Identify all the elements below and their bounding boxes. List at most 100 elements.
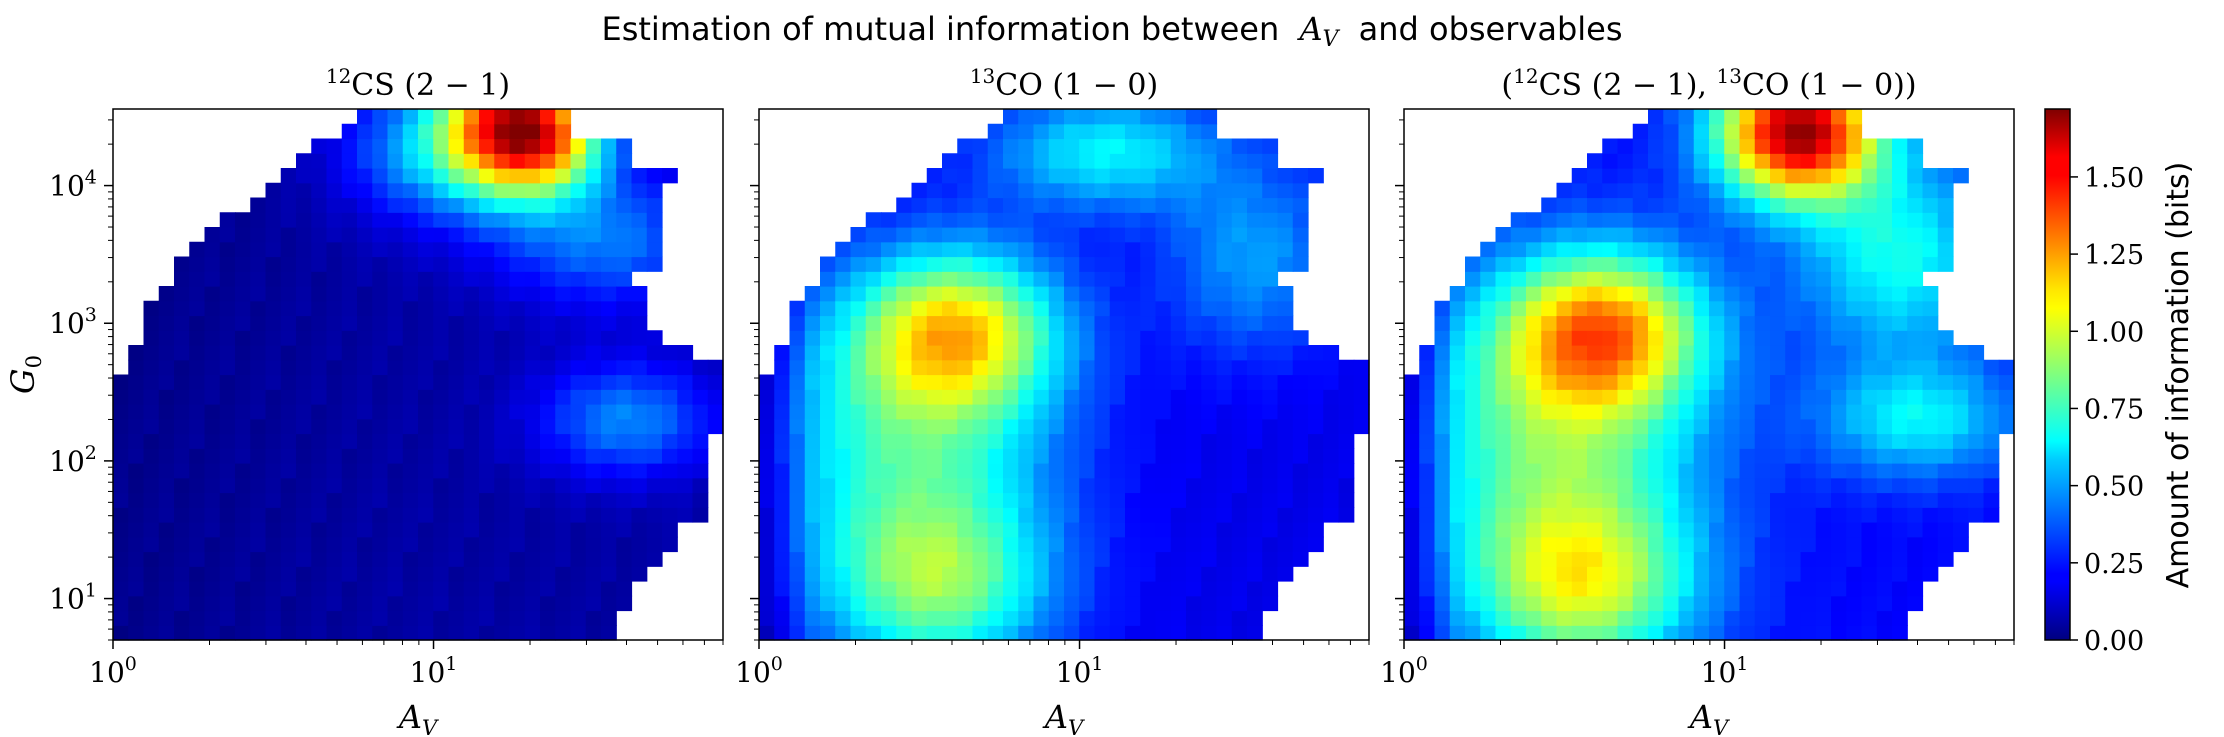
heatmap-cell <box>1678 315 1695 331</box>
heatmap-cell <box>387 197 404 213</box>
heatmap-cell <box>524 227 541 243</box>
heatmap-cell <box>1678 271 1695 287</box>
heatmap-cell <box>357 271 373 287</box>
heatmap-cell <box>1648 374 1664 390</box>
heatmap-cell <box>1419 345 1436 361</box>
heatmap-cell <box>585 418 602 435</box>
heatmap-cell <box>1277 463 1294 479</box>
heatmap-cell <box>479 463 495 479</box>
heatmap-cell <box>1815 374 1832 390</box>
heatmap-cell <box>463 610 480 626</box>
heatmap-cell <box>601 168 617 184</box>
heatmap-cell <box>1094 153 1111 169</box>
heatmap-cell <box>509 241 526 258</box>
heatmap-cell <box>174 433 190 449</box>
heatmap-cell <box>250 418 267 435</box>
heatmap-cell <box>1064 168 1080 184</box>
heatmap-cell <box>1419 507 1436 523</box>
heatmap-cell <box>1541 256 1558 272</box>
heatmap-cell <box>1048 286 1065 302</box>
heatmap-cell <box>1724 448 1741 464</box>
heatmap-cell <box>1353 374 1370 390</box>
heatmap-cell <box>1876 522 1893 538</box>
heatmap-cell <box>1709 625 1725 641</box>
heatmap-cell <box>509 153 526 169</box>
heatmap-cell <box>1815 433 1832 449</box>
heatmap-cell <box>174 300 190 317</box>
heatmap-cell <box>1831 109 1847 125</box>
heatmap-cell <box>1663 595 1680 612</box>
heatmap-cell <box>463 389 480 405</box>
heatmap-cell <box>402 300 419 317</box>
heatmap-cell <box>128 359 145 376</box>
heatmap-cell <box>1033 109 1050 125</box>
heatmap-cell <box>1262 153 1279 169</box>
heatmap-cell <box>1003 536 1019 553</box>
heatmap-cell <box>850 404 867 420</box>
heatmap-cell <box>1922 168 1939 184</box>
heatmap-cell <box>1094 507 1111 523</box>
heatmap-cell <box>1231 507 1248 523</box>
heatmap-cell <box>1003 330 1019 346</box>
heatmap-cell <box>1495 404 1512 420</box>
heatmap-cell <box>372 448 389 464</box>
heatmap-cell <box>1861 300 1878 317</box>
heatmap-cell <box>555 507 572 523</box>
heatmap-cell <box>1800 256 1817 272</box>
heatmap-cell <box>280 610 297 626</box>
heatmap-cell <box>585 463 602 479</box>
heatmap-cell <box>1140 153 1157 169</box>
heatmap-cell <box>463 418 480 435</box>
y-tick-label: 102 <box>49 442 97 478</box>
heatmap-cell <box>616 404 633 420</box>
heatmap-cell <box>1449 418 1466 435</box>
heatmap-cell <box>1495 625 1512 641</box>
heatmap-cell <box>113 610 129 626</box>
heatmap-cell <box>1876 404 1893 420</box>
heatmap-cell <box>1247 492 1263 508</box>
heatmap-cell <box>189 286 206 302</box>
heatmap-cell <box>1465 551 1481 567</box>
heatmap-cell <box>1079 123 1096 140</box>
heatmap-cell <box>341 389 358 405</box>
heatmap-cell <box>1678 389 1695 405</box>
heatmap-cell <box>235 433 251 449</box>
heatmap-cell <box>540 168 556 184</box>
heatmap-cell <box>1449 345 1466 361</box>
heatmap-cell <box>1922 227 1939 243</box>
heatmap-cell <box>372 256 389 272</box>
heatmap-cell <box>1739 463 1756 479</box>
heatmap-cell <box>524 418 541 435</box>
heatmap-cell <box>1831 138 1847 154</box>
heatmap-cell <box>494 212 511 228</box>
heatmap-cell <box>1709 492 1725 508</box>
heatmap-cell <box>326 345 343 361</box>
heatmap-cell <box>1709 507 1725 523</box>
heatmap-cell <box>942 182 958 199</box>
heatmap-cell <box>448 448 465 464</box>
heatmap-cell <box>1648 595 1664 612</box>
heatmap-cell <box>326 625 343 641</box>
heatmap-cell <box>463 566 480 582</box>
heatmap-cell <box>1018 182 1035 199</box>
heatmap-cell <box>1541 374 1558 390</box>
heatmap-cell <box>896 404 913 420</box>
heatmap-cell <box>1541 477 1558 494</box>
heatmap-cell <box>158 595 175 612</box>
heatmap-cell <box>1079 581 1096 597</box>
heatmap-cell <box>1785 168 1802 184</box>
heatmap-cell <box>631 315 648 331</box>
heatmap-cell <box>1648 581 1664 597</box>
heatmap-cell <box>1079 197 1096 213</box>
heatmap-cell <box>433 507 450 523</box>
heatmap-cell <box>387 138 404 154</box>
heatmap-cell <box>1170 182 1187 199</box>
heatmap-cell <box>1018 197 1035 213</box>
heatmap-cell <box>1231 404 1248 420</box>
heatmap-cell <box>387 625 404 641</box>
heatmap-cell <box>1953 345 1969 361</box>
heatmap-cell <box>1216 566 1233 582</box>
heatmap-cell <box>1602 463 1619 479</box>
heatmap-cell <box>509 536 526 553</box>
heatmap-cell <box>1937 168 1954 184</box>
